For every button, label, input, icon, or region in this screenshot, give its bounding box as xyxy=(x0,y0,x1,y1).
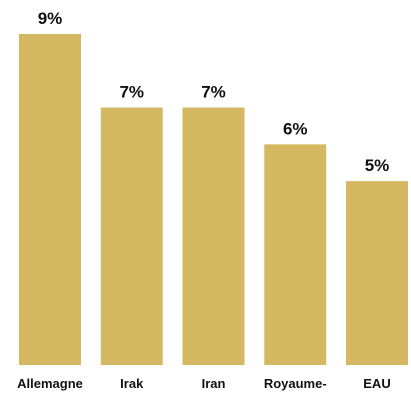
category-labels-group: Allemagne Irak Iran Royaume- EAU xyxy=(17,376,391,391)
category-label: Royaume- xyxy=(264,376,327,391)
value-label: 9% xyxy=(38,9,63,28)
value-label: 7% xyxy=(119,83,144,102)
bars-group xyxy=(19,34,408,365)
bar-iran xyxy=(182,107,245,365)
value-label: 5% xyxy=(365,156,390,175)
bar-royaume xyxy=(264,144,327,365)
value-label: 7% xyxy=(201,83,226,102)
category-label: Allemagne xyxy=(17,376,83,391)
category-label: EAU xyxy=(363,376,390,391)
value-labels-group: 9% 7% 7% 6% 5% xyxy=(38,9,390,175)
bar-irak xyxy=(100,107,163,365)
category-label: Irak xyxy=(120,376,144,391)
value-label: 6% xyxy=(283,119,308,138)
bar-allemagne xyxy=(19,34,81,365)
category-label: Iran xyxy=(202,376,226,391)
bar-eau xyxy=(346,181,408,365)
